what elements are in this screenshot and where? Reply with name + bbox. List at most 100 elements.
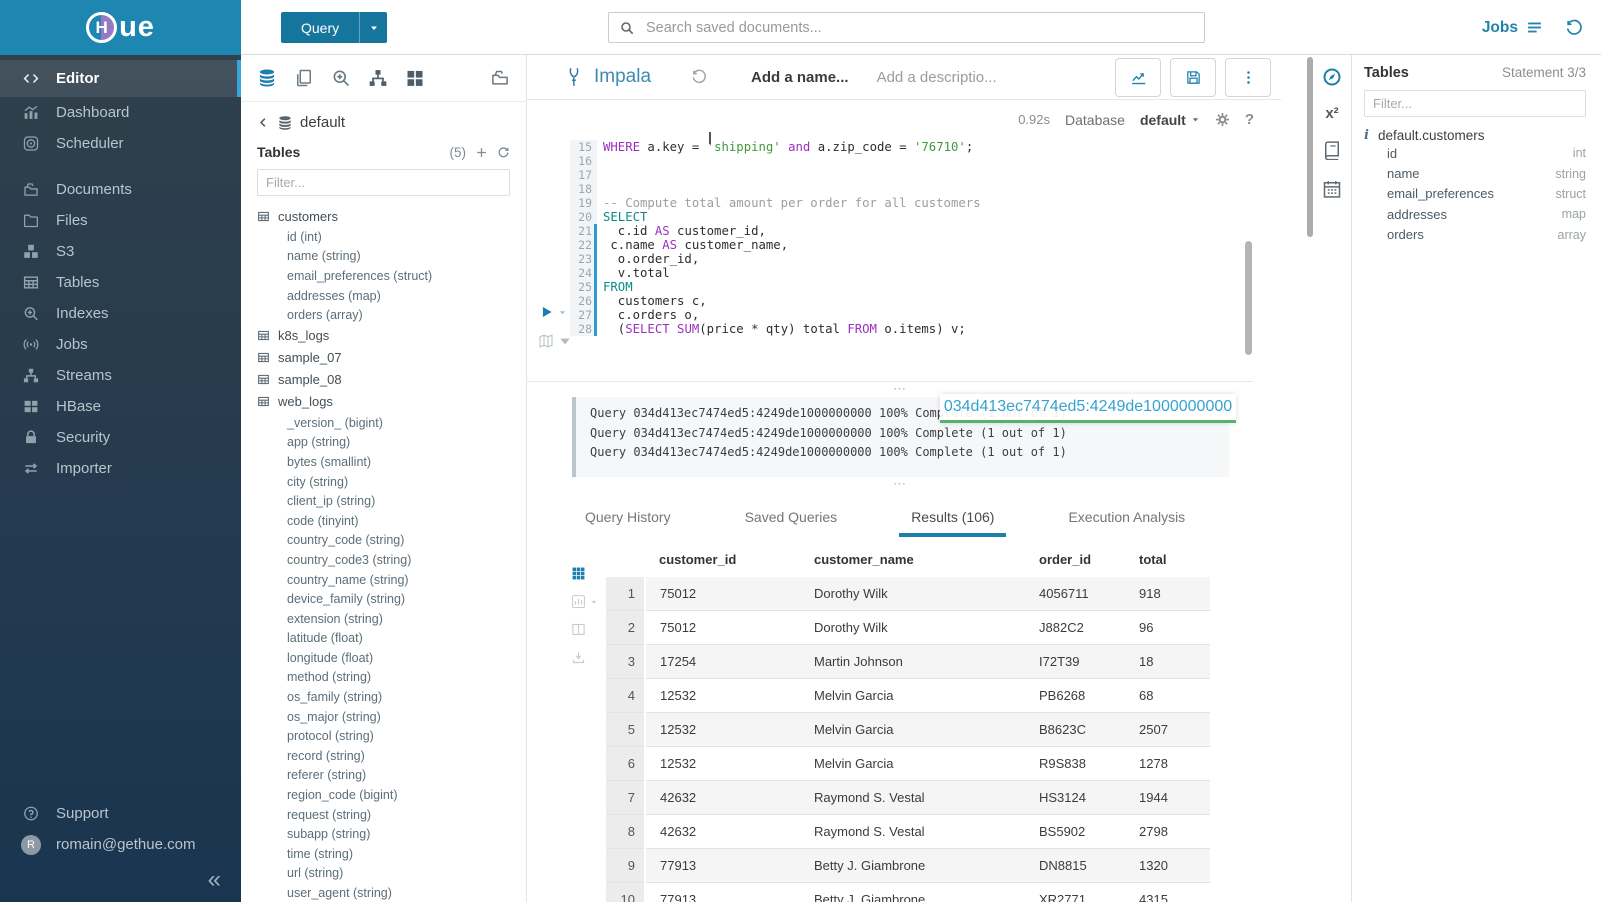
sql-editor[interactable]: 15 WHERE a.key = 'shipping' and a.zip_cod… <box>527 132 1281 392</box>
sidebar-item-security[interactable]: Security <box>0 422 241 453</box>
tab-execution-analysis[interactable]: Execution Analysis <box>1068 509 1186 525</box>
column-item[interactable]: code (tinyint) <box>287 513 359 528</box>
hue-logo[interactable]: H ue <box>0 0 241 55</box>
new-query-button[interactable]: Query <box>281 12 388 43</box>
editor-scrollbar[interactable] <box>1245 241 1252 355</box>
column-item[interactable]: id (int) <box>287 229 322 244</box>
table-item-sample-07[interactable]: sample_07 <box>257 347 510 369</box>
column-item[interactable]: region_code (bigint) <box>287 788 398 803</box>
column-item[interactable]: client_ip (string) <box>287 494 376 509</box>
table-row[interactable]: 6 12532 Melvin Garcia R9S838 1278 <box>606 746 1210 781</box>
table-row[interactable]: 9 77913 Betty J. Giambrone DN8815 1320 <box>606 848 1210 883</box>
chevron-left-icon[interactable] <box>257 116 270 129</box>
column-item[interactable]: country_name (string) <box>287 572 409 587</box>
column-item[interactable]: request (string) <box>287 807 372 822</box>
column-item[interactable]: url (string) <box>287 866 344 881</box>
right-filter-input[interactable] <box>1364 90 1586 117</box>
tab-saved-queries[interactable]: Saved Queries <box>744 509 838 525</box>
add-table-icon[interactable] <box>475 146 488 159</box>
table-row[interactable]: 5 12532 Melvin Garcia B8623C 2507 <box>606 712 1210 747</box>
column-item[interactable]: email_preferences (struct) <box>287 268 433 283</box>
sidebar-item-documents[interactable]: Documents <box>0 174 241 205</box>
apps-grid-icon[interactable] <box>405 68 425 88</box>
sidebar-item-scheduler[interactable]: Scheduler <box>0 128 241 159</box>
sidebar-item-streams[interactable]: Streams <box>0 360 241 391</box>
active-table-link[interactable]: i default.customers <box>1364 128 1485 143</box>
collapse-sidebar-button[interactable]: « <box>207 866 221 893</box>
column-item[interactable]: orders (array) <box>287 308 363 323</box>
right-scrollbar[interactable] <box>1307 57 1313 237</box>
sidebar-item-editor[interactable]: Editor <box>0 60 241 97</box>
tab-query-history[interactable]: Query History <box>585 509 671 525</box>
column-item[interactable]: time (string) <box>287 846 353 861</box>
sidebar-item-hbase[interactable]: HBase <box>0 391 241 422</box>
column-item[interactable]: method (string) <box>287 670 372 685</box>
column-header[interactable]: total <box>1139 552 1167 567</box>
table-row[interactable]: 2 75012 Dorothy Wilk J882C2 96 <box>606 610 1210 645</box>
history-icon[interactable] <box>1565 19 1583 37</box>
column-item[interactable]: longitude (float) <box>287 650 374 665</box>
query-description-field[interactable]: Add a descriptio... <box>876 68 997 86</box>
table-row[interactable]: 1 75012 Dorothy Wilk 4056711 918 <box>606 577 1210 611</box>
right-column-item[interactable]: orders array <box>1364 225 1586 245</box>
resize-handle[interactable]: ⋯ <box>893 476 908 491</box>
schedule-icon[interactable] <box>1322 179 1342 199</box>
column-item[interactable]: extension (string) <box>287 611 383 626</box>
resize-handle[interactable]: ⋯ <box>893 381 908 396</box>
column-header[interactable]: customer_id <box>659 552 737 567</box>
sidebar-item-indexes[interactable]: Indexes <box>0 298 241 329</box>
column-item[interactable]: city (string) <box>287 474 349 489</box>
right-column-item[interactable]: addresses map <box>1364 204 1586 224</box>
right-column-item[interactable]: id int <box>1364 143 1586 163</box>
sidebar-item-support[interactable]: Support <box>0 798 241 829</box>
tables-filter-input[interactable] <box>257 169 510 196</box>
columns-view-icon[interactable] <box>571 622 586 637</box>
query-history-icon[interactable] <box>691 69 707 85</box>
search-assist-icon[interactable] <box>331 68 351 88</box>
column-item[interactable]: device_family (string) <box>287 592 406 607</box>
chart-button[interactable] <box>1115 57 1161 97</box>
chevron-down-icon[interactable] <box>590 598 598 606</box>
sidebar-item-dashboard[interactable]: Dashboard <box>0 97 241 128</box>
folder-open-icon[interactable] <box>490 68 510 88</box>
table-row[interactable]: 3 17254 Martin Johnson I72T39 18 <box>606 644 1210 679</box>
table-row[interactable]: 4 12532 Melvin Garcia PB6268 68 <box>606 678 1210 713</box>
table-row[interactable]: 8 42632 Raymond S. Vestal BS5902 2798 <box>606 814 1210 849</box>
assist-compass-icon[interactable] <box>1322 67 1342 87</box>
column-item[interactable]: protocol (string) <box>287 729 374 744</box>
help-button[interactable]: ? <box>1244 111 1254 128</box>
table-item-sample-08[interactable]: sample_08 <box>257 369 510 391</box>
column-item[interactable]: bytes (smallint) <box>287 454 372 469</box>
tab-results-106[interactable]: Results (106) <box>899 497 1007 537</box>
breadcrumb[interactable]: default <box>257 114 510 131</box>
more-actions-button[interactable] <box>1225 57 1271 97</box>
column-header[interactable]: order_id <box>1039 552 1092 567</box>
documents-assist-icon[interactable] <box>294 68 314 88</box>
sitemap-icon[interactable] <box>368 68 388 88</box>
table-row[interactable]: 7 42632 Raymond S. Vestal HS3124 1944 <box>606 780 1210 815</box>
language-reference-icon[interactable] <box>1322 140 1342 160</box>
column-item[interactable]: user_agent (string) <box>287 886 392 901</box>
chart-view-icon[interactable] <box>571 594 586 609</box>
databases-icon[interactable] <box>257 68 277 88</box>
gear-icon[interactable] <box>1215 112 1230 127</box>
column-item[interactable]: record (string) <box>287 748 365 763</box>
database-select[interactable]: default <box>1140 112 1200 128</box>
sidebar-item-jobs[interactable]: Jobs <box>0 329 241 360</box>
column-item[interactable]: app (string) <box>287 435 351 450</box>
table-item-k8s-logs[interactable]: k8s_logs <box>257 325 510 347</box>
column-item[interactable]: country_code3 (string) <box>287 552 412 567</box>
column-item[interactable]: referer (string) <box>287 768 367 783</box>
search-input[interactable] <box>644 18 1194 37</box>
sidebar-item-tables[interactable]: Tables <box>0 267 241 298</box>
table-item-web-logs[interactable]: web_logs <box>257 391 510 413</box>
sidebar-item-files[interactable]: Files <box>0 205 241 236</box>
sidebar-item-user[interactable]: R romain@gethue.com <box>0 829 241 860</box>
column-item[interactable]: addresses (map) <box>287 288 381 303</box>
sidebar-item-importer[interactable]: Importer <box>0 453 241 484</box>
save-button[interactable] <box>1170 57 1216 97</box>
sidebar-item-s3[interactable]: S3 <box>0 236 241 267</box>
global-search[interactable] <box>608 12 1205 43</box>
run-query-button[interactable] <box>540 305 567 319</box>
column-item[interactable]: subapp (string) <box>287 827 371 842</box>
